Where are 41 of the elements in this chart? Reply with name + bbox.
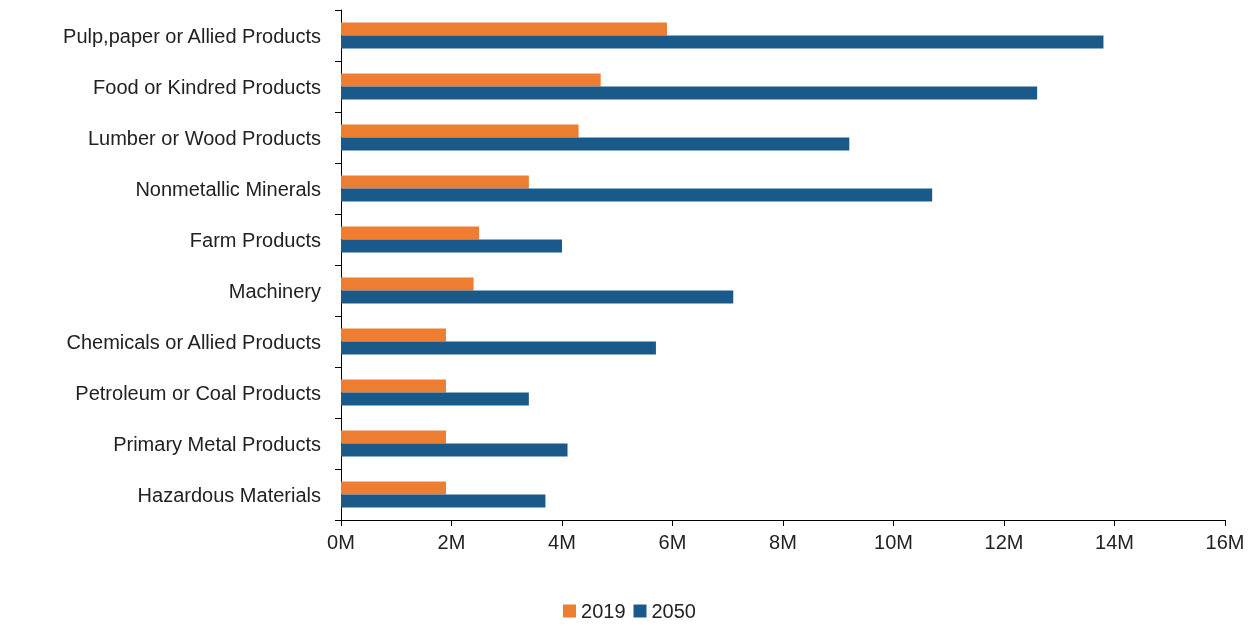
bar (341, 328, 446, 342)
bar (341, 277, 474, 291)
bar (341, 73, 601, 87)
bar (341, 290, 734, 304)
bar (341, 226, 480, 240)
bar (341, 443, 568, 457)
y-tick-label: Hazardous Materials (137, 483, 321, 506)
y-tick-label: Food or Kindred Products (93, 75, 321, 98)
x-tick-label: 12M (984, 531, 1024, 553)
x-tick-label: 14M (1095, 531, 1134, 553)
legend-label: 2050 (651, 600, 696, 622)
legend-label: 2019 (581, 600, 626, 622)
bar (341, 239, 562, 253)
bar (341, 188, 933, 202)
y-tick-label: Machinery (228, 279, 321, 302)
y-tick-label: Pulp,paper or Allied Products (63, 24, 321, 47)
bar (341, 430, 446, 444)
y-tick-label: Primary Metal Products (113, 432, 321, 455)
x-tick-label: 10M (874, 531, 913, 553)
bar (341, 341, 656, 355)
bar (341, 124, 579, 138)
bar (341, 86, 1038, 100)
y-tick-label: Chemicals or Allied Products (66, 330, 321, 353)
x-tick-label: 16M (1205, 531, 1245, 553)
bar (341, 379, 446, 393)
y-tick-label: Farm Products (189, 228, 321, 251)
y-tick-label: Lumber or Wood Products (87, 126, 321, 149)
bar (341, 22, 667, 36)
x-tick-label: 8M (769, 531, 797, 553)
y-tick-label: Nonmetallic Minerals (135, 177, 321, 200)
x-tick-label: 0M (327, 531, 355, 553)
x-tick-label: 6M (658, 531, 687, 553)
x-tick-label: 2M (437, 531, 466, 553)
x-tick-label: 4M (548, 531, 576, 553)
bar (341, 481, 446, 495)
bar (341, 392, 529, 406)
bar (341, 35, 1104, 49)
bar (341, 137, 850, 151)
bar (341, 175, 529, 189)
y-tick-label: Petroleum or Coal Products (75, 381, 321, 404)
bar (341, 494, 546, 508)
